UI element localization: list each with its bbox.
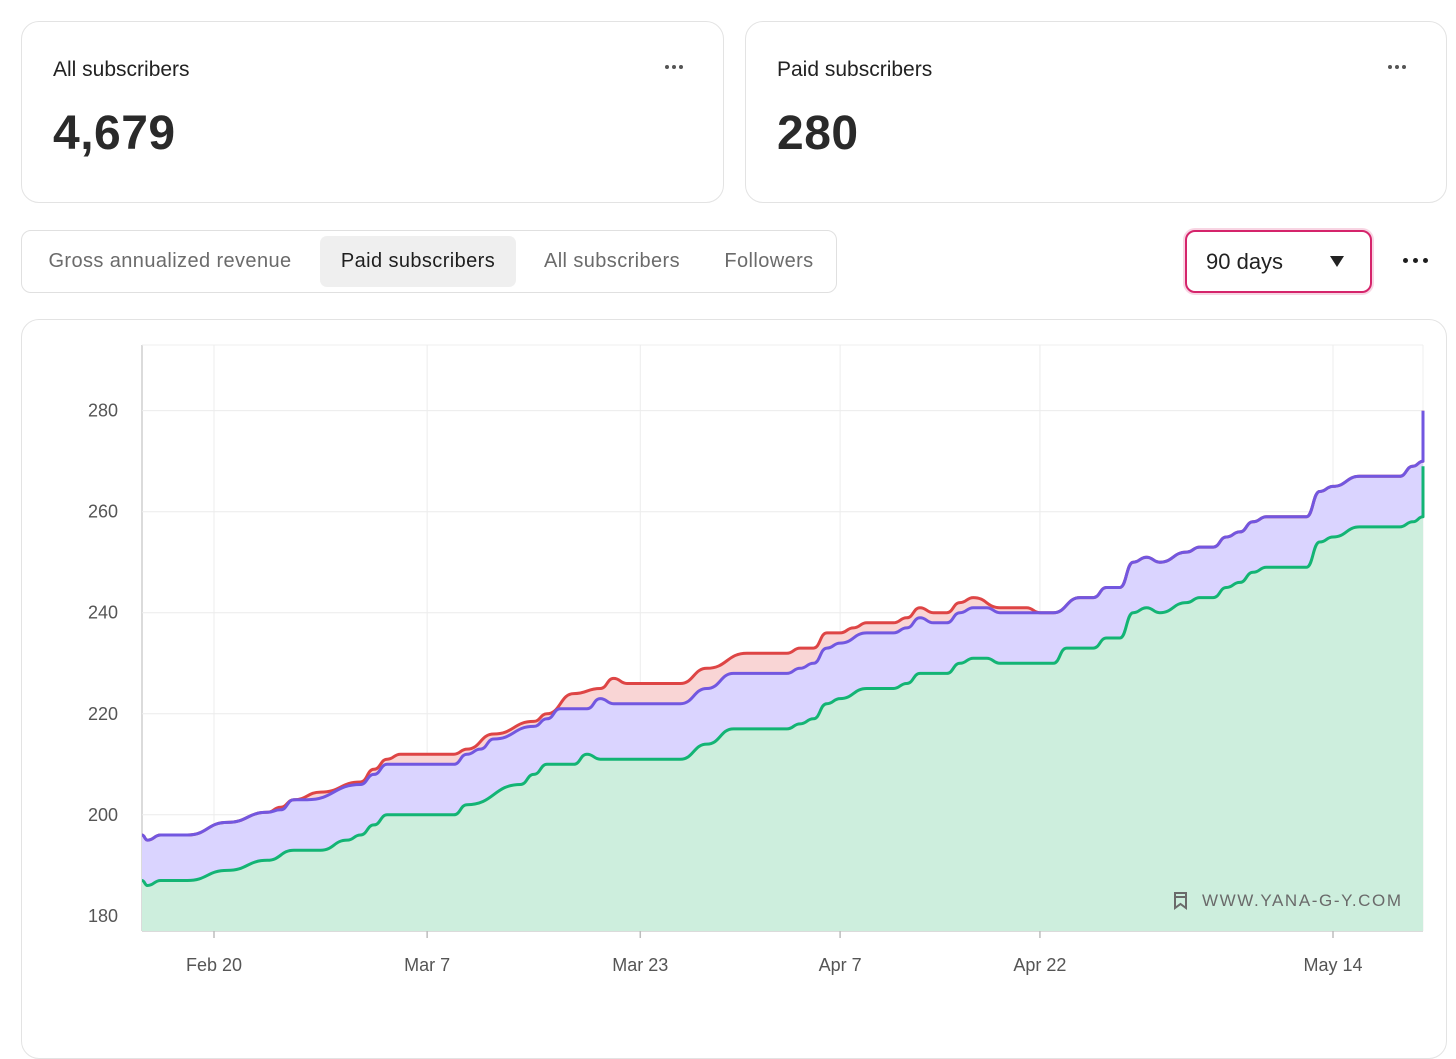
y-tick-label: 240 — [88, 603, 118, 623]
stat-label: All subscribers — [53, 58, 190, 81]
x-tick-label: Mar 23 — [612, 955, 668, 975]
x-tick-label: Apr 22 — [1013, 955, 1066, 975]
x-tick-label: May 14 — [1303, 955, 1362, 975]
more-horizontal-icon[interactable] — [1388, 62, 1410, 72]
tab-all-subscribers[interactable]: All subscribers — [543, 250, 681, 272]
tab-paid-subscribers[interactable]: Paid subscribers — [320, 236, 516, 287]
y-tick-label: 200 — [88, 805, 118, 825]
stat-label: Paid subscribers — [777, 58, 933, 81]
x-tick-label: Mar 7 — [404, 955, 450, 975]
more-horizontal-icon[interactable] — [665, 62, 687, 72]
tab-gross-annualized-revenue[interactable]: Gross annualized revenue — [48, 250, 292, 272]
all-subscribers-card: All subscribers 4,679 — [21, 21, 724, 203]
y-tick-label: 260 — [88, 502, 118, 522]
date-range-select[interactable]: 90 days — [1185, 230, 1372, 293]
y-tick-label: 220 — [88, 704, 118, 724]
date-range-value: 90 days — [1206, 249, 1284, 274]
more-horizontal-icon[interactable] — [1403, 256, 1429, 266]
series-3-area — [142, 466, 1423, 931]
stat-value: 4,679 — [53, 107, 176, 160]
watermark-text: WWW.YANA-G-Y.COM — [1202, 891, 1403, 910]
x-tick-label: Apr 7 — [819, 955, 862, 975]
x-tick-label: Feb 20 — [186, 955, 242, 975]
series-3-line — [141, 466, 1425, 887]
series-2-line — [141, 410, 1425, 842]
y-tick-label: 280 — [88, 401, 118, 421]
stat-value: 280 — [777, 107, 859, 160]
metric-tabs: Gross annualized revenue Paid subscriber… — [21, 230, 837, 293]
caret-down-icon — [1330, 256, 1344, 267]
paid-subscribers-card: Paid subscribers 280 — [745, 21, 1447, 203]
bookmark-icon — [1174, 892, 1187, 910]
tab-followers[interactable]: Followers — [724, 250, 814, 272]
chart-card: 180 200 220 240 260 280 Feb 20 Mar 7 Mar 23 Apr 7… — [21, 319, 1447, 1059]
y-tick-label: 180 — [88, 906, 118, 926]
subscriber-chart: 180 200 220 240 260 280 Feb 20 Mar 7 Mar 23 Apr 7… — [88, 344, 1425, 975]
